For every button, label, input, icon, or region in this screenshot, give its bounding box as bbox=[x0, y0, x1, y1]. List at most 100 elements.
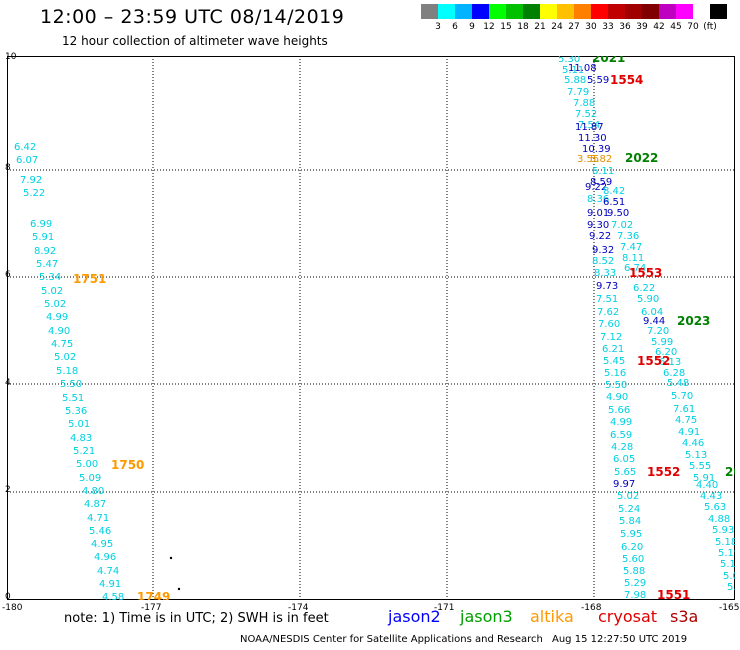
wave-height-value: 8.36 bbox=[587, 194, 609, 205]
scale-swatch bbox=[489, 4, 506, 19]
wave-height-value: 4.75 bbox=[675, 415, 697, 426]
y-tick-label: 6 bbox=[5, 270, 11, 280]
wave-height-value: 6.05 bbox=[613, 454, 635, 465]
altimeter-map: 6.426.077.925.226.995.918.925.475.345.02… bbox=[7, 56, 735, 600]
y-tick-label: 10 bbox=[5, 52, 17, 62]
wave-height-value: 5.95 bbox=[620, 529, 642, 540]
wave-height-value: 4.83 bbox=[70, 433, 92, 444]
wave-height-value: 6.59 bbox=[610, 430, 632, 441]
wave-height-value: 5.36 bbox=[65, 406, 87, 417]
wave-height-value: 3.55 bbox=[577, 154, 599, 165]
wave-height-value: 5.84 bbox=[619, 516, 641, 527]
wave-height-value: 8.52 bbox=[592, 256, 614, 267]
wave-height-value: 5.47 bbox=[36, 259, 58, 270]
wave-height-value: 5.88 bbox=[623, 566, 645, 577]
x-tick-label: -180 bbox=[2, 603, 23, 613]
wave-height-value: 5.55 bbox=[689, 461, 711, 472]
wave-height-value: 4.96 bbox=[94, 552, 116, 563]
y-tick-label: 0 bbox=[5, 592, 11, 602]
wave-height-value: 5.48 bbox=[667, 378, 689, 389]
scale-label: 24 bbox=[551, 22, 563, 32]
wave-height-value: 7.98 bbox=[624, 590, 646, 600]
wave-height-value: 6.20 bbox=[621, 542, 643, 553]
wave-height-value: 10.39 bbox=[582, 144, 611, 155]
wave-height-value: 5.19 bbox=[720, 559, 735, 570]
wave-height-value: 6.99 bbox=[30, 219, 52, 230]
mission-cryosat: cryosat bbox=[598, 607, 658, 626]
wave-height-value: 4.99 bbox=[610, 417, 632, 428]
x-tick-label: -177 bbox=[141, 603, 162, 613]
time-label: 1750 bbox=[111, 458, 144, 472]
scale-label: 15 bbox=[500, 22, 512, 32]
scale-swatch bbox=[506, 4, 523, 19]
wave-height-value: 6.22 bbox=[633, 283, 655, 294]
time-label: 1749 bbox=[137, 590, 170, 600]
wave-height-value: 5.13 bbox=[685, 450, 707, 461]
x-tick-label: -174 bbox=[288, 603, 309, 613]
time-label: 2022 bbox=[625, 151, 658, 165]
scale-swatch bbox=[608, 4, 625, 19]
wave-height-value: 7.92 bbox=[20, 175, 42, 186]
wave-height-value: 4.91 bbox=[99, 579, 121, 590]
time-label: 2021 bbox=[592, 56, 625, 65]
wave-height-value: 6.20 bbox=[655, 347, 677, 358]
wave-height-value: 6.28 bbox=[663, 368, 685, 379]
x-tick-label: -168 bbox=[581, 603, 602, 613]
wave-height-value: 9.97 bbox=[613, 479, 635, 490]
wave-height-value: 5.65 bbox=[614, 467, 636, 478]
wave-height-value: 7.51 bbox=[596, 294, 618, 305]
scale-label: 42 bbox=[653, 22, 665, 32]
wave-height-value: 5.66 bbox=[608, 405, 630, 416]
scale-swatch bbox=[472, 4, 489, 19]
scale-swatch bbox=[625, 4, 642, 19]
wave-height-value: 7.36 bbox=[617, 231, 639, 242]
wave-height-value: 9.50 bbox=[607, 208, 629, 219]
wave-height-value: 7.54 bbox=[578, 120, 600, 131]
map-grid bbox=[7, 56, 735, 600]
wave-height-value: 7.20 bbox=[647, 326, 669, 337]
time-labels: 2021 1554 2022 1751 1553 2023 1552 1750 1552 20 17… bbox=[73, 56, 735, 600]
scale-swatch bbox=[642, 4, 659, 19]
wave-height-value: 5.99 bbox=[651, 337, 673, 348]
wave-height-value: 9.30 bbox=[587, 220, 609, 231]
wave-height-value: 5.11 bbox=[562, 65, 584, 76]
wave-height-value: 4.46 bbox=[682, 438, 704, 449]
wave-height-value: 5.22 bbox=[23, 188, 45, 199]
wave-height-value: 5.21 bbox=[73, 446, 95, 457]
grid-dot bbox=[169, 556, 173, 560]
wave-height-value: 5.18 bbox=[56, 366, 78, 377]
scale-swatch bbox=[540, 4, 557, 19]
y-tick-label: 8 bbox=[5, 163, 11, 173]
wave-height-value: 4.95 bbox=[91, 539, 113, 550]
wave-height-value: 5.24 bbox=[618, 504, 640, 515]
wave-height-value: 5.29 bbox=[624, 578, 646, 589]
map-title: 12:00 – 23:59 UTC 08/14/2019 bbox=[40, 6, 345, 28]
mission-jason3: jason3 bbox=[460, 607, 513, 626]
wave-height-value: 5.0 bbox=[723, 571, 735, 582]
map-subtitle: 12 hour collection of altimeter wave hei… bbox=[62, 34, 328, 48]
wave-height-value: 5.19 bbox=[718, 548, 735, 559]
wave-height-value: 5.60 bbox=[622, 554, 644, 565]
wave-height-value: 4.40 bbox=[696, 480, 718, 491]
mission-altika: altika bbox=[530, 607, 574, 626]
wave-height-value: 5.02 bbox=[54, 352, 76, 363]
wave-height-value: 4.90 bbox=[48, 326, 70, 337]
mission-s3a: s3a bbox=[670, 607, 699, 626]
wave-height-value: 4.90 bbox=[606, 392, 628, 403]
wave-height-value: 5.45 bbox=[603, 356, 625, 367]
wave-height-value: 6.51 bbox=[603, 197, 625, 208]
wave-height-value: 4.74 bbox=[97, 566, 119, 577]
scale-label: 6 bbox=[452, 22, 458, 32]
time-label: 2023 bbox=[677, 314, 710, 328]
wave-height-value: 5.93 bbox=[712, 525, 734, 536]
wave-height-value: 6.04 bbox=[641, 307, 663, 318]
time-label: 20 bbox=[725, 465, 735, 479]
wave-height-value: 5.02 bbox=[44, 299, 66, 310]
wave-height-value: 6.21 bbox=[602, 344, 624, 355]
time-label: 1551 bbox=[657, 588, 690, 600]
wave-height-value: 7.47 bbox=[620, 242, 642, 253]
wave-height-value: 5.34 bbox=[39, 272, 61, 283]
x-tick-label: -165 bbox=[719, 603, 740, 613]
scale-swatch bbox=[710, 4, 727, 19]
wave-height-value: 5.46 bbox=[89, 526, 111, 537]
